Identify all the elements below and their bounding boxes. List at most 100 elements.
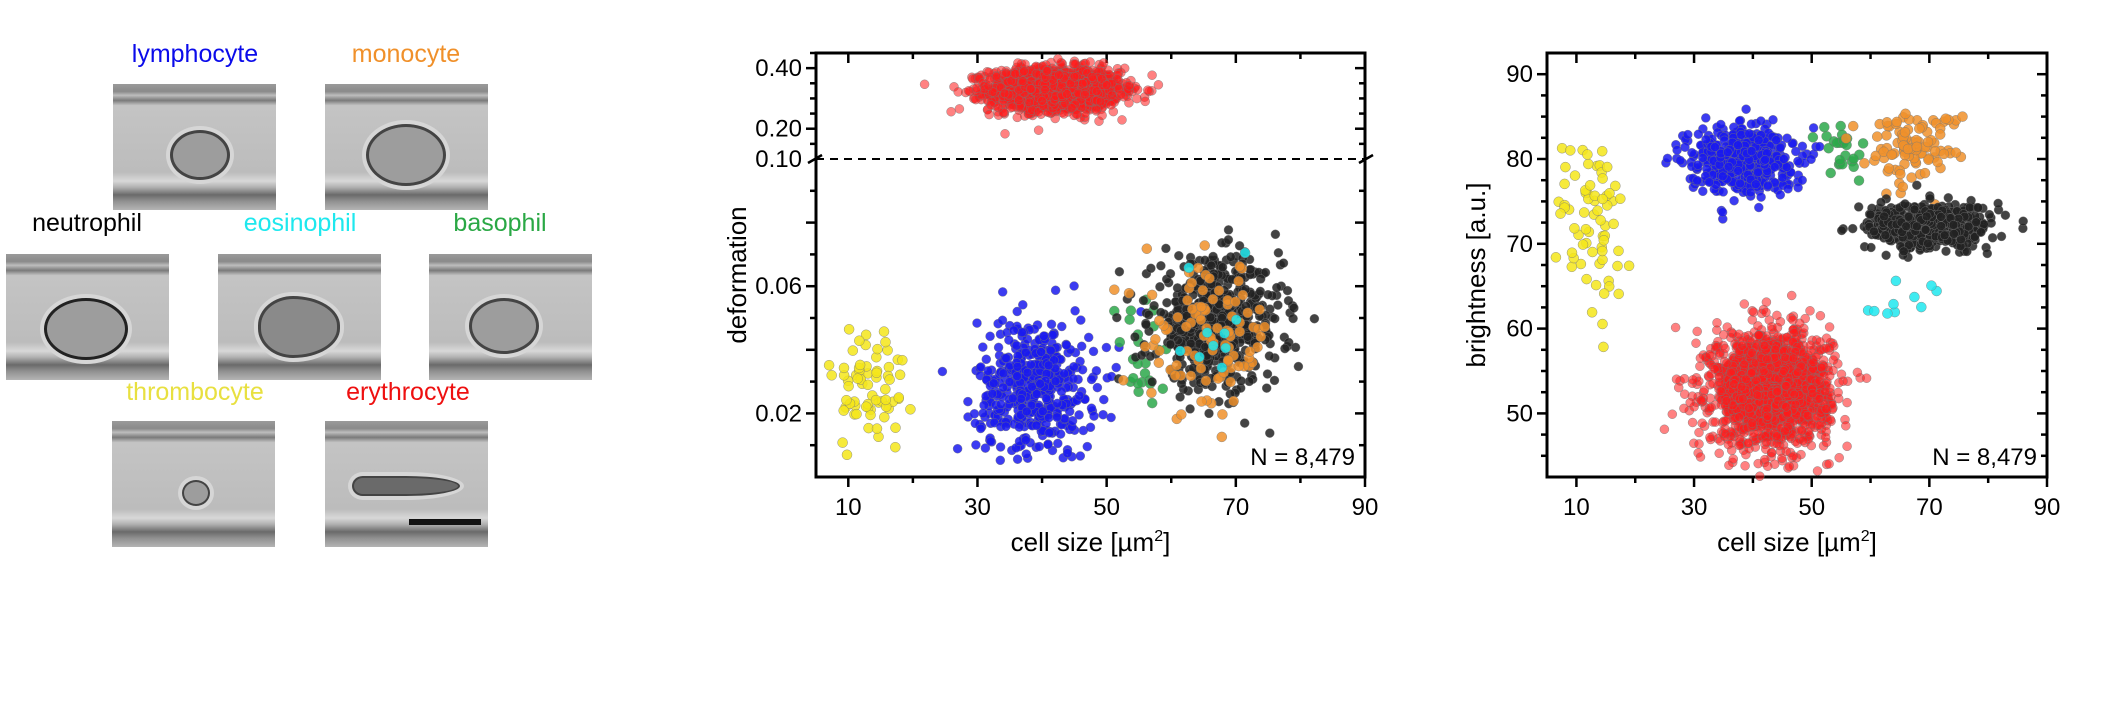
point-lymphocyte <box>1111 362 1121 373</box>
point-monocyte <box>1204 273 1215 284</box>
point-neutrophil <box>1208 251 1218 262</box>
point-eosinophil <box>1208 340 1219 351</box>
point-lymphocyte <box>1086 374 1097 385</box>
point-lymphocyte <box>1012 454 1023 464</box>
point-lymphocyte <box>1083 332 1094 343</box>
point-erythrocyte <box>1789 389 1800 400</box>
point-erythrocyte <box>1066 103 1077 113</box>
point-neutrophil <box>1273 248 1284 258</box>
point-erythrocyte <box>946 106 956 117</box>
point-erythrocyte <box>1070 59 1081 69</box>
point-lymphocyte <box>1061 340 1072 350</box>
point-lymphocyte <box>1077 365 1088 375</box>
point-erythrocyte <box>1706 402 1716 413</box>
basophil-image <box>429 254 592 380</box>
point-erythrocyte <box>1140 96 1150 107</box>
point-basophil <box>1157 383 1169 394</box>
point-erythrocyte <box>1861 373 1872 383</box>
point-lymphocyte <box>1069 281 1079 291</box>
point-erythrocyte <box>1740 461 1750 471</box>
point-neutrophil <box>1244 376 1255 387</box>
point-erythrocyte <box>1743 438 1754 448</box>
point-erythrocyte <box>1788 315 1798 325</box>
point-erythrocyte <box>1714 371 1725 382</box>
x-axis-label: cell size [µm2] <box>1011 527 1171 557</box>
point-monocyte <box>1195 314 1207 325</box>
point-lymphocyte <box>1011 340 1022 351</box>
point-lymphocyte <box>1001 353 1011 363</box>
point-thrombocyte <box>854 359 866 371</box>
point-erythrocyte <box>1697 418 1707 428</box>
point-erythrocyte <box>1018 76 1028 86</box>
point-basophil <box>1124 314 1135 325</box>
x-tick-label: 70 <box>1222 494 1249 521</box>
point-lymphocyte <box>1076 341 1087 351</box>
point-monocyte <box>1180 321 1192 332</box>
point-neutrophil <box>1185 404 1195 414</box>
point-lymphocyte <box>1055 429 1066 439</box>
point-lymphocyte <box>1021 347 1031 358</box>
point-erythrocyte <box>1777 453 1787 463</box>
point-erythrocyte <box>1784 461 1795 472</box>
point-neutrophil <box>1165 339 1176 350</box>
point-thrombocyte <box>871 423 883 434</box>
point-lymphocyte <box>1043 360 1054 370</box>
point-erythrocyte <box>1828 355 1839 365</box>
point-erythrocyte <box>1687 417 1698 428</box>
point-monocyte <box>1109 284 1120 295</box>
point-lymphocyte <box>1082 441 1093 452</box>
point-erythrocyte <box>1153 80 1164 90</box>
point-erythrocyte <box>954 104 965 114</box>
point-monocyte <box>1182 295 1193 306</box>
point-erythrocyte <box>1010 69 1020 79</box>
point-thrombocyte <box>843 324 855 335</box>
point-neutrophil <box>1223 235 1234 245</box>
n-count-annotation: N = 8,479 <box>1250 444 1355 471</box>
point-erythrocyte <box>1132 84 1143 95</box>
point-erythrocyte <box>953 87 963 97</box>
point-neutrophil <box>1290 342 1301 353</box>
point-eosinophil <box>1220 342 1231 354</box>
x-tick-label: 70 <box>1916 494 1943 521</box>
y-tick-label: 0.02 <box>755 400 802 427</box>
point-neutrophil <box>1261 383 1272 393</box>
point-monocyte <box>1217 409 1228 420</box>
point-eosinophil <box>1194 351 1205 363</box>
point-neutrophil <box>1280 343 1290 354</box>
point-erythrocyte <box>1095 96 1106 107</box>
point-erythrocyte <box>1024 97 1035 108</box>
point-monocyte <box>1254 304 1265 315</box>
monocyte-image <box>325 84 488 210</box>
deformation-chart-series-erythrocyte <box>919 54 1164 139</box>
point-erythrocyte <box>1734 412 1744 422</box>
point-neutrophil <box>1265 428 1275 438</box>
label-basophil: basophil <box>453 209 547 237</box>
point-erythrocyte <box>1723 439 1734 450</box>
point-basophil <box>1139 368 1151 379</box>
point-neutrophil <box>1239 418 1250 428</box>
x-tick-label: 30 <box>1681 494 1708 521</box>
brightness-chart-series-erythrocyte <box>1659 290 1872 481</box>
point-neutrophil <box>1272 282 1282 293</box>
point-thrombocyte <box>841 395 852 406</box>
point-erythrocyte <box>1815 311 1826 321</box>
point-lymphocyte <box>981 354 991 364</box>
point-neutrophil <box>1309 314 1320 324</box>
point-erythrocyte <box>1762 461 1773 471</box>
point-monocyte <box>1123 288 1135 299</box>
point-erythrocyte <box>1821 404 1831 414</box>
point-erythrocyte <box>1807 419 1817 430</box>
point-monocyte <box>1196 396 1207 407</box>
point-neutrophil <box>1147 377 1157 387</box>
x-tick-label: 90 <box>2034 494 2061 521</box>
point-erythrocyte <box>1739 359 1749 370</box>
point-erythrocyte <box>1734 440 1744 451</box>
point-lymphocyte <box>1089 411 1099 421</box>
point-lymphocyte <box>1021 435 1031 445</box>
point-erythrocyte <box>1761 297 1772 307</box>
point-lymphocyte <box>976 423 986 434</box>
point-thrombocyte <box>905 404 916 415</box>
point-lymphocyte <box>1075 451 1086 461</box>
